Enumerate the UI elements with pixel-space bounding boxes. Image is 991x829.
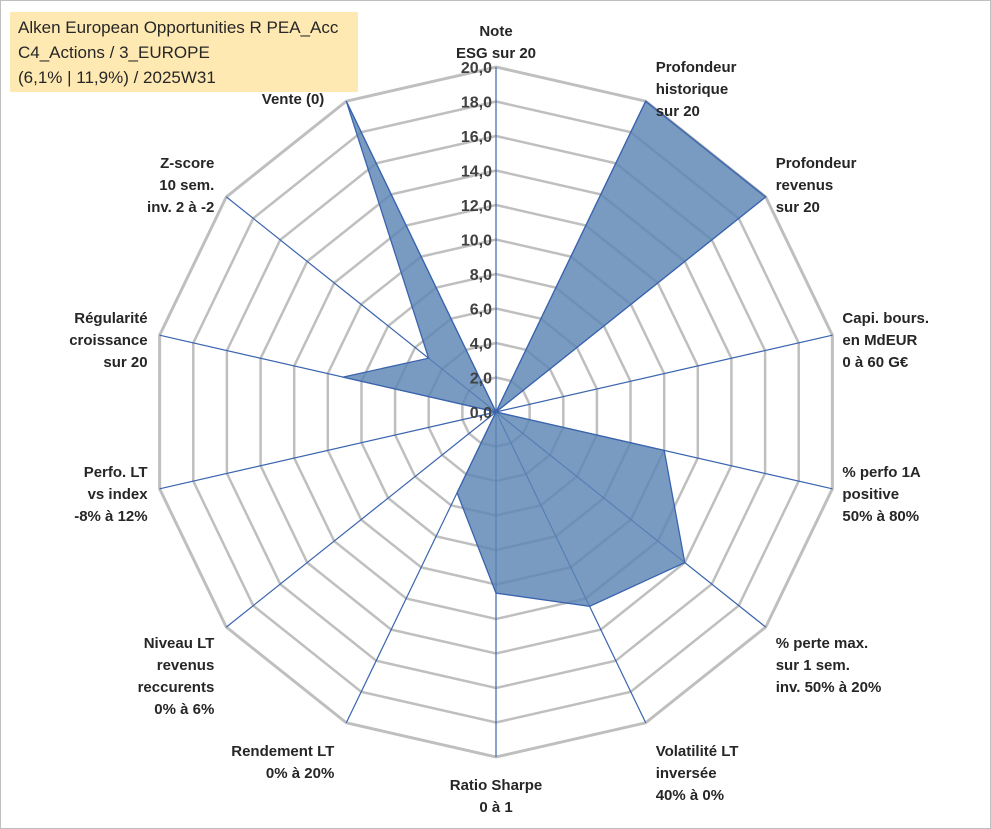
axis-label-line: Perfo. LT bbox=[84, 464, 148, 481]
axis-label-line: Volatilité LT bbox=[656, 743, 739, 760]
axis-label-6: Volatilité LT inversée 40% à 0% bbox=[656, 743, 739, 804]
axis-label-line: Capi. bours. bbox=[842, 310, 929, 327]
axis-label-line: sur 1 sem. bbox=[776, 657, 850, 674]
fund-name: Alken European Opportunities R PEA_Acc bbox=[18, 18, 339, 37]
axis-label-line: inversée bbox=[656, 765, 717, 782]
axis-label-7: Ratio Sharpe 0 à 1 bbox=[450, 777, 543, 816]
axis-label-9: Niveau LT revenus reccurents 0% à 6% bbox=[138, 635, 215, 718]
tick-label: 8,0 bbox=[470, 267, 492, 284]
axis-label-5: % perte max. sur 1 sem. inv. 50% à 20% bbox=[776, 635, 882, 696]
radar-series bbox=[342, 100, 767, 607]
fund-stats: (6,1% | 11,9%) / 2025W31 bbox=[18, 68, 216, 87]
tick-label: 4,0 bbox=[470, 336, 492, 353]
tick-label: 10,0 bbox=[461, 233, 492, 250]
axis-label-line: inv. 2 à -2 bbox=[147, 199, 214, 216]
axis-label-line: Profondeur bbox=[776, 155, 857, 172]
axis-label-line: sur 20 bbox=[656, 103, 700, 120]
axis-label-line: sur 20 bbox=[103, 354, 147, 371]
axis-label-0: Note ESG sur 20 bbox=[456, 23, 536, 62]
axis-label-10: Perfo. LT vs index -8% à 12% bbox=[74, 464, 148, 525]
series-area bbox=[342, 100, 767, 607]
tick-label: 16,0 bbox=[461, 129, 492, 146]
tick-label: 18,0 bbox=[461, 95, 492, 112]
axis-label-line: 10 sem. bbox=[159, 177, 214, 194]
axis-label-2: Profondeur revenus sur 20 bbox=[776, 155, 857, 216]
spoke-10 bbox=[159, 411, 497, 490]
fund-category: C4_Actions / 3_EUROPE bbox=[18, 43, 210, 62]
axis-label-line: Ratio Sharpe bbox=[450, 777, 543, 794]
axis-label-line: 0% à 20% bbox=[266, 765, 334, 782]
axis-label-line: 50% à 80% bbox=[842, 508, 919, 525]
tick-label: 0,0 bbox=[470, 405, 492, 422]
axis-label-line: 0 à 1 bbox=[479, 799, 512, 816]
axis-label-line: reccurents bbox=[138, 679, 215, 696]
spoke-9 bbox=[225, 411, 497, 628]
axis-label-line: 0 à 60 G€ bbox=[842, 354, 909, 371]
axis-label-line: positive bbox=[842, 486, 899, 503]
axis-label-line: % perte max. bbox=[776, 635, 869, 652]
axis-label-4: % perfo 1A positive 50% à 80% bbox=[842, 464, 921, 525]
axis-label-1: Profondeur historique sur 20 bbox=[656, 59, 737, 120]
axis-label-line: historique bbox=[656, 81, 729, 98]
axis-label-3: Capi. bours. en MdEUR 0 à 60 G€ bbox=[842, 310, 929, 371]
axis-label-line: 0% à 6% bbox=[154, 701, 214, 718]
tick-label: 2,0 bbox=[470, 371, 492, 388]
axis-label-line: en MdEUR bbox=[842, 332, 917, 349]
axis-label-8: Rendement LT 0% à 20% bbox=[231, 743, 334, 782]
axis-label-line: Note bbox=[479, 23, 512, 40]
axis-label-line: % perfo 1A bbox=[842, 464, 921, 481]
axis-label-line: Rendement LT bbox=[231, 743, 334, 760]
axis-label-line: Z-score bbox=[160, 155, 214, 172]
axis-label-line: -8% à 12% bbox=[74, 508, 147, 525]
axis-label-line: inv. 50% à 20% bbox=[776, 679, 882, 696]
radar-axis-labels: Note ESG sur 20 Profondeur historique sur 20… bbox=[69, 23, 929, 816]
axis-label-line: Vente (0) bbox=[262, 91, 325, 108]
axis-label-line: revenus bbox=[776, 177, 834, 194]
fund-info-box: Alken European Opportunities R PEA_Acc C… bbox=[10, 12, 358, 92]
axis-label-line: ESG sur 20 bbox=[456, 45, 536, 62]
axis-label-line: croissance bbox=[69, 332, 147, 349]
tick-label: 14,0 bbox=[461, 164, 492, 181]
radar-tick-labels: 0,0 2,0 4,0 6,0 8,0 10,0 12,0 14,0 16,0 18,0 20,0 bbox=[461, 60, 492, 422]
axis-label-line: sur 20 bbox=[776, 199, 820, 216]
tick-label: 20,0 bbox=[461, 60, 492, 77]
axis-label-line: Régularité bbox=[74, 310, 147, 327]
axis-label-line: revenus bbox=[157, 657, 215, 674]
axis-label-line: Niveau LT bbox=[144, 635, 215, 652]
axis-label-12: Z-score 10 sem. inv. 2 à -2 bbox=[147, 155, 214, 216]
tick-label: 12,0 bbox=[461, 198, 492, 215]
axis-label-line: Profondeur bbox=[656, 59, 737, 76]
axis-label-line: 40% à 0% bbox=[656, 787, 724, 804]
spoke-3 bbox=[495, 334, 833, 413]
axis-label-11: Régularité croissance sur 20 bbox=[69, 310, 147, 371]
tick-label: 6,0 bbox=[470, 302, 492, 319]
axis-label-line: vs index bbox=[88, 486, 149, 503]
